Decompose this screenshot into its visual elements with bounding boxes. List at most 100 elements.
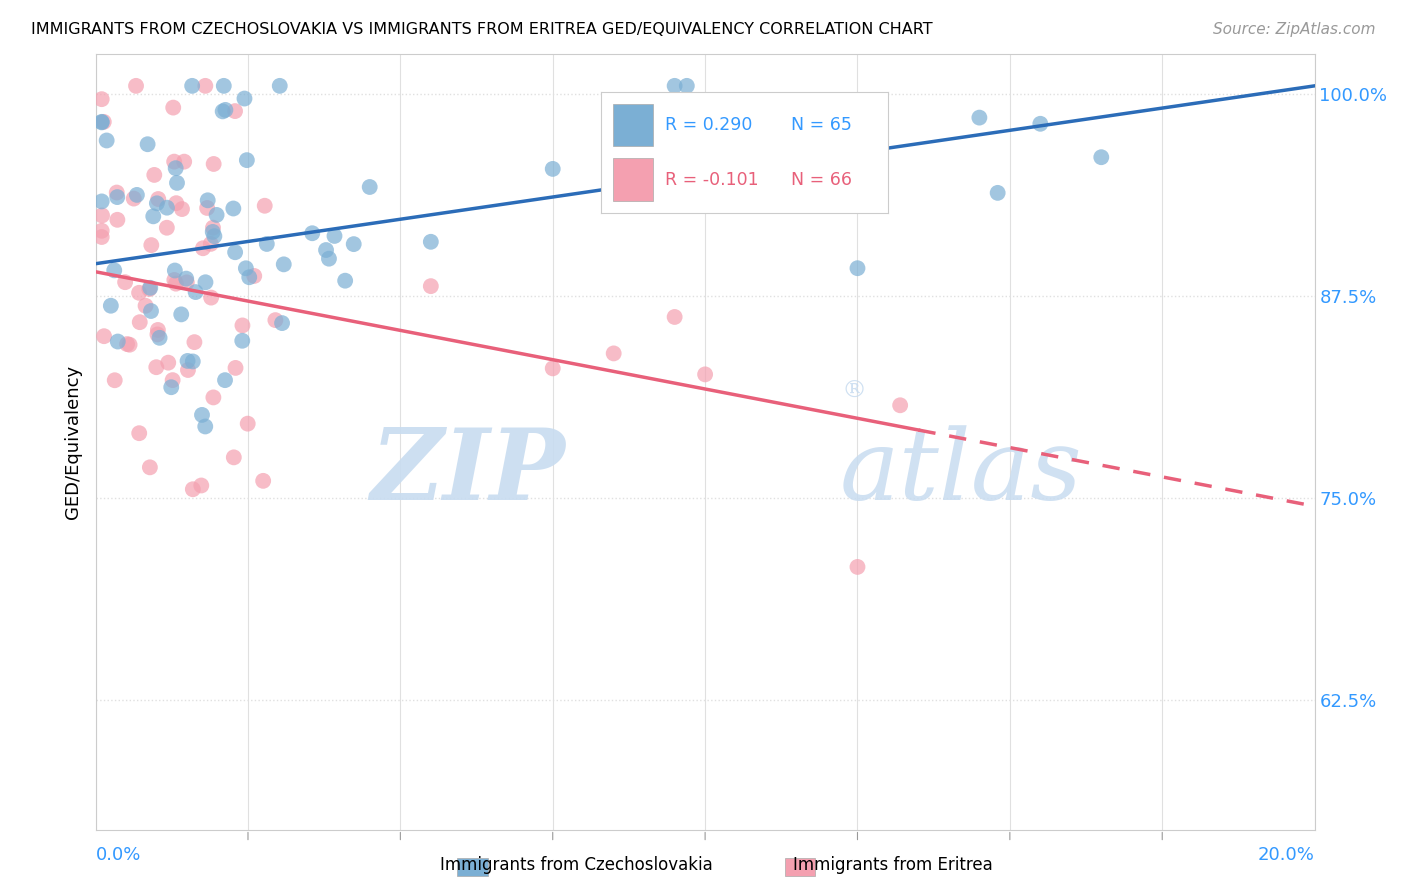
Point bbox=[148, 331, 170, 345]
Point bbox=[125, 78, 148, 93]
Point bbox=[419, 235, 441, 249]
Point bbox=[664, 310, 686, 324]
Point bbox=[139, 460, 162, 475]
Point bbox=[170, 307, 193, 321]
Point bbox=[987, 186, 1010, 200]
Point bbox=[695, 114, 717, 128]
Point bbox=[105, 186, 128, 200]
Point bbox=[145, 360, 167, 375]
Point bbox=[163, 263, 186, 277]
Point bbox=[541, 161, 564, 176]
Point bbox=[143, 168, 166, 182]
Point bbox=[273, 257, 295, 271]
Point bbox=[271, 316, 294, 330]
Point bbox=[125, 188, 148, 202]
Point bbox=[222, 202, 245, 216]
Text: ZIP: ZIP bbox=[370, 425, 565, 521]
Point bbox=[969, 111, 991, 125]
Point bbox=[181, 354, 204, 368]
Point bbox=[205, 208, 228, 222]
Point bbox=[202, 157, 225, 171]
Point bbox=[115, 337, 138, 351]
Point bbox=[157, 356, 180, 370]
Point bbox=[231, 318, 253, 333]
Point bbox=[93, 115, 115, 129]
Point bbox=[173, 154, 195, 169]
Point bbox=[675, 78, 697, 93]
Point bbox=[103, 263, 125, 277]
Point bbox=[118, 337, 141, 351]
Point bbox=[602, 346, 624, 360]
Point bbox=[269, 78, 291, 93]
Point bbox=[170, 202, 193, 216]
Point bbox=[165, 277, 187, 291]
Point bbox=[201, 220, 224, 235]
Point bbox=[889, 398, 911, 412]
Point bbox=[323, 229, 346, 244]
Point bbox=[91, 209, 114, 223]
Point bbox=[191, 408, 214, 422]
Point bbox=[146, 196, 169, 211]
Point bbox=[846, 261, 869, 276]
Point bbox=[163, 273, 186, 287]
Point bbox=[222, 450, 245, 465]
Point bbox=[200, 291, 222, 305]
Point bbox=[211, 104, 233, 119]
Point bbox=[201, 225, 224, 239]
Point bbox=[165, 161, 187, 176]
Text: 0.0%: 0.0% bbox=[96, 846, 141, 863]
Point bbox=[105, 190, 128, 204]
Point bbox=[1090, 150, 1112, 164]
Text: Immigrants from Eritrea: Immigrants from Eritrea bbox=[793, 856, 993, 874]
Point bbox=[181, 482, 204, 496]
Point bbox=[146, 327, 169, 342]
Text: IMMIGRANTS FROM CZECHOSLOVAKIA VS IMMIGRANTS FROM ERITREA GED/EQUIVALENCY CORREL: IMMIGRANTS FROM CZECHOSLOVAKIA VS IMMIGR… bbox=[31, 22, 932, 37]
Point bbox=[142, 210, 165, 224]
Point bbox=[184, 285, 207, 299]
Point bbox=[194, 78, 217, 93]
Point bbox=[165, 196, 187, 211]
Point bbox=[104, 373, 127, 387]
Point bbox=[90, 224, 112, 238]
Y-axis label: GED/Equivalency: GED/Equivalency bbox=[63, 365, 82, 518]
Point bbox=[301, 226, 323, 240]
Point bbox=[541, 361, 564, 376]
Text: ®: ® bbox=[842, 380, 866, 402]
Point bbox=[200, 236, 222, 251]
Point bbox=[90, 92, 112, 106]
Point bbox=[90, 115, 112, 129]
Point bbox=[253, 199, 276, 213]
Point bbox=[183, 335, 205, 350]
Point bbox=[243, 268, 266, 283]
Point bbox=[197, 194, 219, 208]
Point bbox=[1029, 117, 1052, 131]
Point bbox=[136, 137, 159, 152]
Point bbox=[181, 78, 204, 93]
Point bbox=[252, 474, 274, 488]
Point bbox=[128, 285, 150, 300]
Point bbox=[264, 313, 287, 327]
Point bbox=[256, 236, 278, 251]
Point bbox=[195, 201, 218, 215]
Text: Source: ZipAtlas.com: Source: ZipAtlas.com bbox=[1212, 22, 1375, 37]
Point bbox=[90, 230, 112, 244]
Point bbox=[236, 417, 259, 431]
Point bbox=[176, 276, 198, 290]
Point bbox=[231, 334, 253, 348]
Point bbox=[139, 304, 162, 318]
Point bbox=[191, 241, 214, 255]
Point bbox=[233, 91, 256, 105]
Point bbox=[238, 270, 260, 285]
Point bbox=[333, 274, 356, 288]
Point bbox=[148, 192, 170, 206]
Point bbox=[105, 212, 128, 227]
Point bbox=[146, 323, 169, 337]
Point bbox=[236, 153, 259, 168]
Point bbox=[177, 363, 200, 377]
Point bbox=[846, 560, 869, 574]
Point bbox=[194, 419, 217, 434]
Point bbox=[318, 252, 340, 266]
Point bbox=[359, 180, 381, 194]
Point bbox=[114, 275, 136, 289]
Text: 20.0%: 20.0% bbox=[1258, 846, 1315, 863]
